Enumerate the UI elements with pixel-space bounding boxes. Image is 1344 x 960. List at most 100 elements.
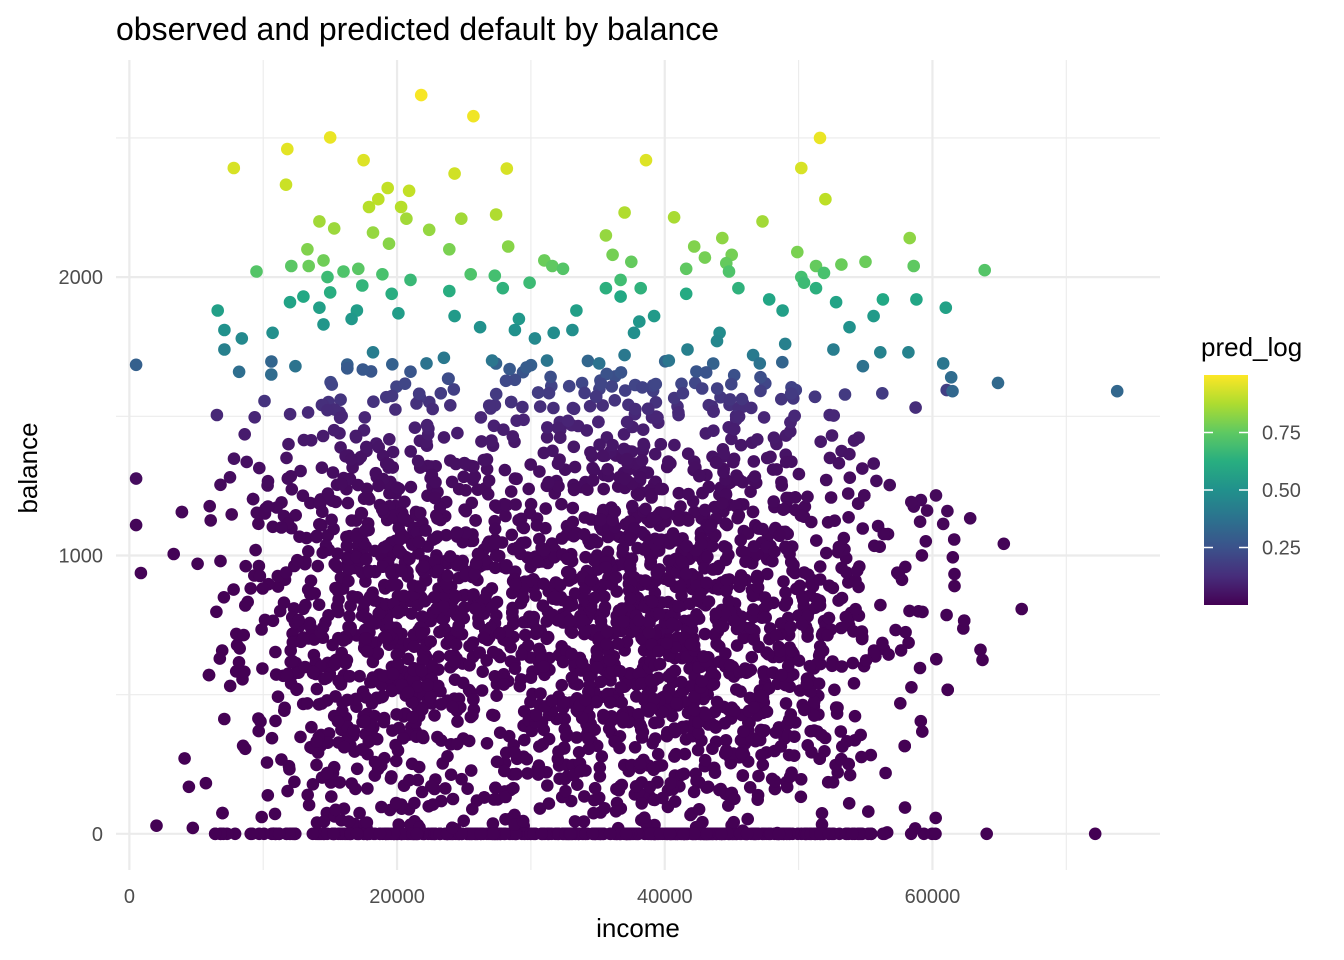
cloud-point — [268, 807, 282, 821]
cloud-point — [455, 772, 468, 786]
cloud-point — [557, 695, 570, 709]
cloud-point — [191, 557, 204, 571]
cloud-point — [687, 703, 701, 717]
cloud-point — [920, 504, 934, 517]
cloud-point — [598, 802, 611, 815]
cloud-point — [487, 419, 501, 433]
cloud-point — [835, 660, 849, 673]
cloud-point — [441, 750, 454, 763]
cloud-point — [489, 549, 503, 562]
cloud-point — [452, 619, 466, 632]
cloud-point — [425, 779, 438, 793]
cloud-point — [256, 662, 269, 675]
data-point — [835, 258, 848, 271]
cloud-point — [415, 664, 429, 678]
cloud-point — [651, 411, 664, 424]
cloud-point — [283, 407, 297, 421]
cloud-point — [707, 405, 720, 418]
cloud-point — [488, 536, 502, 550]
cloud-point — [508, 808, 521, 822]
cloud-point — [285, 483, 299, 496]
cloud-point — [638, 811, 651, 824]
cloud-point — [706, 678, 720, 691]
cloud-point — [635, 454, 649, 467]
cloud-point — [439, 782, 452, 795]
cloud-point — [772, 827, 786, 841]
cloud-point — [874, 598, 887, 612]
cloud-point — [474, 411, 488, 424]
cloud-point — [716, 619, 730, 633]
cloud-point — [681, 447, 695, 461]
cloud-point — [225, 508, 238, 521]
data-point — [297, 290, 310, 303]
cloud-point — [129, 472, 143, 485]
cloud-point — [350, 827, 364, 841]
cloud-point — [788, 730, 801, 743]
cloud-point — [862, 805, 875, 818]
cloud-point — [473, 646, 487, 659]
cloud-point — [654, 482, 667, 496]
cloud-point — [768, 774, 782, 788]
cloud-point — [782, 713, 796, 726]
legend-tick-label: 0.25 — [1262, 538, 1301, 560]
cloud-point — [252, 712, 265, 725]
cloud-point — [879, 766, 892, 780]
cloud-point — [294, 464, 307, 478]
cloud-point — [834, 621, 848, 635]
cloud-point — [405, 696, 419, 709]
cloud-point — [670, 566, 683, 579]
cloud-point — [363, 827, 376, 841]
cloud-point — [487, 793, 501, 806]
data-point — [321, 270, 334, 284]
cloud-point — [265, 355, 278, 368]
cloud-point — [435, 734, 448, 747]
cloud-point — [441, 569, 454, 583]
cloud-point — [929, 811, 942, 825]
cloud-point — [596, 399, 609, 412]
cloud-point — [246, 492, 260, 506]
cloud-point — [478, 791, 491, 804]
cloud-point — [676, 386, 690, 400]
cloud-point — [208, 827, 222, 841]
cloud-point — [232, 656, 246, 669]
cloud-point — [567, 402, 581, 416]
cloud-point — [447, 383, 461, 396]
cloud-point — [694, 537, 708, 551]
cloud-point — [777, 503, 790, 516]
cloud-point — [401, 686, 415, 699]
cloud-point — [288, 775, 301, 789]
cloud-point — [511, 541, 525, 554]
cloud-point — [686, 615, 699, 628]
cloud-point — [767, 431, 781, 445]
data-point — [606, 248, 619, 262]
cloud-point — [524, 671, 538, 684]
cloud-point — [331, 547, 344, 560]
cloud-point — [709, 456, 723, 469]
cloud-point — [591, 650, 604, 663]
cloud-point — [327, 827, 340, 841]
cloud-point — [600, 367, 613, 381]
cloud-point — [363, 565, 376, 579]
cloud-point — [710, 695, 724, 709]
cloud-point — [777, 575, 790, 588]
cloud-point — [646, 595, 659, 609]
cloud-point — [747, 603, 760, 616]
cloud-point — [929, 489, 943, 502]
data-point — [647, 309, 661, 323]
cloud-point — [310, 529, 324, 543]
cloud-point — [840, 566, 853, 579]
data-point — [856, 359, 870, 373]
cloud-point — [630, 690, 643, 703]
cloud-point — [609, 805, 623, 818]
cloud-point — [660, 637, 673, 650]
point-cloud — [129, 354, 1102, 841]
cloud-point — [390, 754, 403, 768]
cloud-point — [404, 480, 418, 494]
cloud-point — [781, 659, 795, 673]
cloud-point — [847, 434, 861, 447]
data-point — [227, 161, 241, 175]
cloud-point — [828, 683, 841, 697]
cloud-point — [727, 815, 740, 829]
cloud-point — [597, 708, 610, 722]
y-tick-label: 0 — [92, 824, 103, 846]
